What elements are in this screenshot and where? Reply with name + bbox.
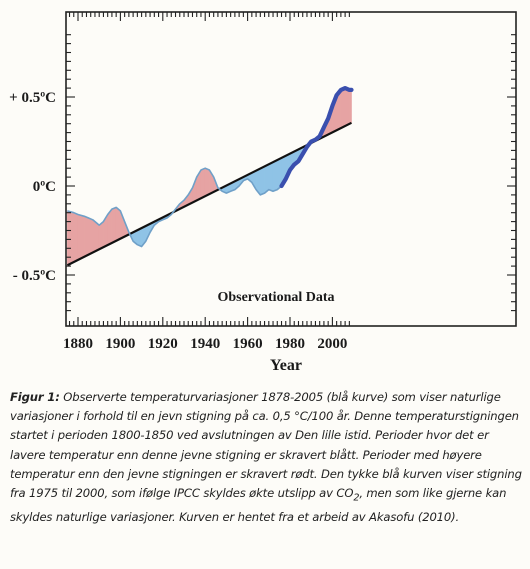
caption-text: Observerte temperaturvariasjoner 1878-20… — [10, 390, 522, 501]
caption-text-after: , men som like gjerne kan skyldes naturl… — [10, 486, 507, 524]
chart-canvas: 1880 1900 1920 1940 1960 1980 2000 - 0.5ºC 0ºC + … — [9, 11, 517, 374]
below-trend-fill — [268, 161, 274, 192]
y-tick-label: 0ºC — [33, 179, 56, 195]
trend-line — [66, 121, 352, 267]
caption-co2-subscript: 2 — [353, 492, 360, 504]
above-trend-fill — [92, 219, 98, 253]
above-trend-fill — [111, 206, 117, 244]
x-tick-label: 2000 — [317, 336, 347, 352]
y-tick-label: + 0.5ºC — [9, 90, 56, 106]
figure-caption: Figur 1: Observerte temperaturvariasjone… — [10, 388, 522, 527]
deviation-fills — [67, 87, 352, 266]
above-trend-fill — [340, 87, 346, 129]
above-trend-fill — [73, 212, 79, 263]
chart-labels: 1880 1900 1920 1940 1960 1980 2000 - 0.5ºC 0ºC + … — [9, 90, 347, 374]
above-trend-fill — [98, 220, 104, 250]
x-tick-label: 1900 — [105, 336, 135, 352]
x-tick-label: 1960 — [233, 336, 263, 352]
recent-bold-curve — [279, 85, 354, 189]
above-trend-fill — [88, 217, 94, 256]
above-trend-fill — [344, 87, 350, 127]
below-trend-fill — [259, 165, 265, 196]
x-axis-label: Year — [270, 357, 302, 374]
above-trend-fill — [96, 222, 100, 251]
caption-lead: Figur 1: — [10, 390, 60, 404]
above-trend-fill — [77, 214, 85, 261]
below-trend-fill — [272, 159, 278, 192]
y-tick-label: - 0.5ºC — [13, 268, 56, 284]
x-tick-label: 1920 — [148, 336, 178, 352]
x-tick-label: 1880 — [63, 336, 93, 352]
x-tick-label: 1940 — [190, 336, 220, 352]
above-trend-fill — [349, 89, 352, 125]
chart-annotation: Observational Data — [217, 290, 334, 305]
above-trend-fill — [204, 167, 210, 197]
above-trend-fill — [200, 167, 206, 199]
x-tick-label: 1980 — [275, 336, 305, 352]
plot-frame — [65, 11, 517, 327]
below-trend-fill — [264, 163, 270, 194]
chart-axes — [65, 11, 517, 327]
above-trend-fill — [84, 215, 89, 258]
above-trend-fill — [115, 206, 121, 242]
temperature-chart: 1880 1900 1920 1940 1960 1980 2000 - 0.5ºC 0ºC + … — [9, 11, 517, 374]
series-curves — [66, 85, 354, 267]
